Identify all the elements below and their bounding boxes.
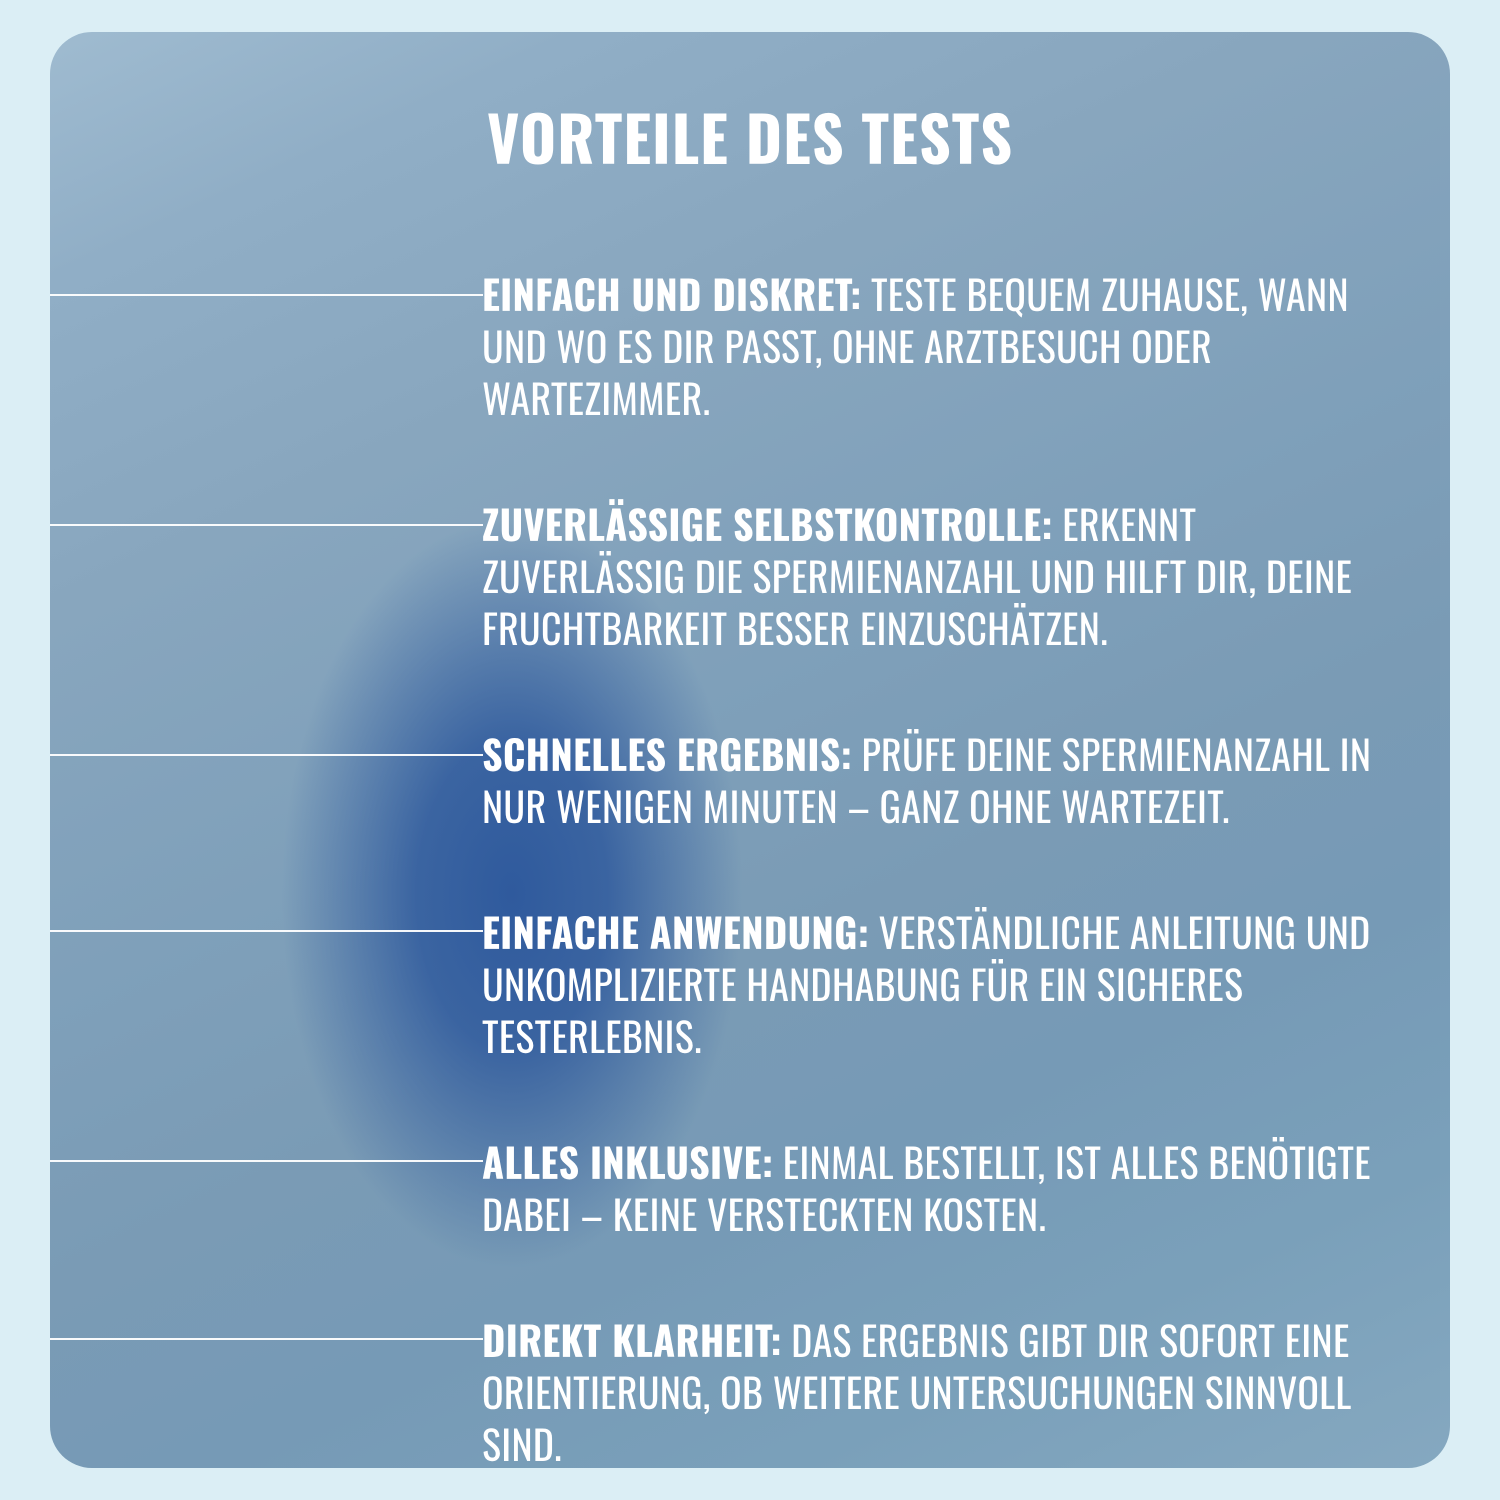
benefit-item: EINFACHE ANWENDUNG: VERSTÄNDLICHE ANLEIT… <box>482 905 1386 1061</box>
benefit-heading: SCHNELLES ERGEBNIS: <box>482 723 852 783</box>
connector-line <box>50 930 483 932</box>
benefit-heading: EINFACH UND DISKRET: <box>482 263 862 323</box>
benefit-heading: ZUVERLÄSSIGE SELBSTKONTROLLE: <box>482 493 1053 553</box>
benefit-item: EINFACH UND DISKRET: TESTE BEQUEM ZUHAUS… <box>482 267 1386 423</box>
benefit-item: ZUVERLÄSSIGE SELBSTKONTROLLE: ERKENNT ZU… <box>482 497 1386 653</box>
benefit-item: DIREKT KLARHEIT: DAS ERGEBNIS GIBT DIR S… <box>482 1313 1386 1468</box>
benefit-item: SCHNELLES ERGEBNIS: PRÜFE DEINE SPERMIEN… <box>482 727 1386 831</box>
connector-line <box>50 1338 483 1340</box>
connector-line <box>50 294 483 296</box>
benefit-heading: DIREKT KLARHEIT: <box>482 1309 782 1369</box>
benefit-heading: EINFACHE ANWENDUNG: <box>482 901 869 961</box>
info-card: VORTEILE DES TESTS EINFACH UND DISKRET: … <box>50 32 1450 1468</box>
connector-line <box>50 754 483 756</box>
connector-line <box>50 524 483 526</box>
benefit-item: ALLES INKLUSIVE: EINMAL BESTELLT, IST AL… <box>482 1135 1386 1239</box>
benefit-heading: ALLES INKLUSIVE: <box>482 1131 773 1191</box>
connector-line <box>50 1160 483 1162</box>
card-title: VORTEILE DES TESTS <box>50 90 1450 182</box>
benefits-list: EINFACH UND DISKRET: TESTE BEQUEM ZUHAUS… <box>482 267 1386 1468</box>
